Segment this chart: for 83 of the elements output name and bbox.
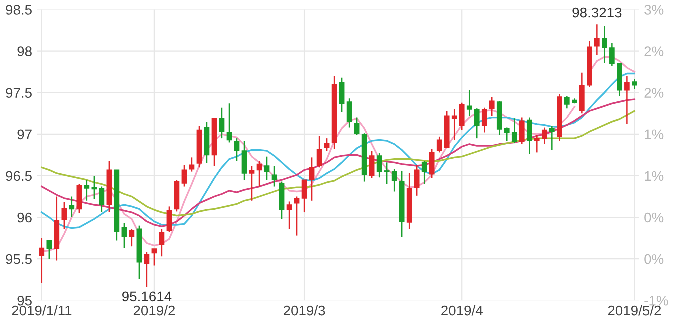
candlestick [46,239,52,260]
y-tick-label: 98 [18,46,32,56]
candlestick [219,107,225,140]
candlestick [564,96,570,110]
candlestick [632,78,638,90]
y-tick-label: 95.5 [6,254,32,264]
candlestick [594,24,600,56]
candlestick [264,156,270,181]
candlestick [474,108,480,140]
candlestick [189,157,195,172]
candlestick [122,222,128,249]
candlestick [436,136,442,154]
candlestick [346,98,352,128]
y2-tick-label: 0% [644,254,664,264]
candlestick [384,162,390,185]
y-tick-label: 98.5 [6,5,32,15]
candlestick [129,228,135,248]
x-tick-label: 2019/3 [284,305,326,316]
candlestick [610,42,615,67]
candlestick [256,160,262,188]
candlestick [182,164,188,188]
candlestick [144,252,150,288]
candlestick [542,127,548,146]
candlestick [92,175,98,200]
candlestick [339,77,345,113]
candlestick [39,238,45,284]
candlestick [62,202,68,230]
x-tick-label: 2019/5/2 [608,305,662,316]
candlestick [429,148,435,180]
candlestick [376,152,382,178]
candlestick [549,125,555,151]
candlestick [249,165,255,202]
candlestick [354,117,360,136]
candlestick [452,108,458,141]
candlestick [504,127,510,142]
candlestick [369,150,375,180]
candlestick [309,157,315,202]
y-tick-label: 96.5 [6,171,32,182]
candlestick [302,179,308,214]
candlestick [69,196,75,218]
candlestick [159,228,165,258]
y2-tick-label: 2% [644,46,664,56]
x-tick-label: 2019/1/11 [12,305,72,316]
candlestick [526,117,532,155]
candlestick [316,135,322,168]
candlestick [519,117,525,146]
candlestick [272,165,278,188]
y2-tick-label: 2% [644,88,664,98]
candlestick [286,201,292,230]
candlestick [624,76,630,126]
candlestick [76,184,82,214]
candlestick [324,138,330,152]
candlestick [512,118,518,144]
y-tick-label: 96 [18,212,32,223]
y-tick-label: 95 [18,296,32,306]
candlestick [99,186,105,214]
y2-tick-label: 1% [645,130,664,140]
candlestick [166,206,172,234]
x-tick-label: 2019/4 [442,305,483,316]
candlestick [489,96,495,117]
annotation: 98.3213 [572,8,622,18]
candlestick [602,26,608,64]
x-tick-label: 2019/2 [134,305,176,316]
candlestick [242,140,248,181]
candlestick [534,134,540,154]
candlestick [459,102,465,131]
candlestick [422,160,428,185]
candlestick [84,179,90,202]
candlestick [414,164,420,197]
y2-tick-label: 1% [645,171,664,182]
candlestick [226,103,232,144]
candlestick [234,138,240,162]
candlestick [482,107,488,134]
candlestick [466,90,472,117]
candlestick [392,168,398,192]
y2-tick-label: -1% [644,296,668,306]
candlestick [294,196,300,236]
candlestick [152,248,158,266]
annotation: 95.1614 [122,292,172,302]
y2-tick-label: 3% [644,5,664,15]
y-tick-label: 97.5 [6,88,32,98]
y2-tick-label: 0% [644,212,664,223]
y-tick-label: 97 [18,130,32,140]
